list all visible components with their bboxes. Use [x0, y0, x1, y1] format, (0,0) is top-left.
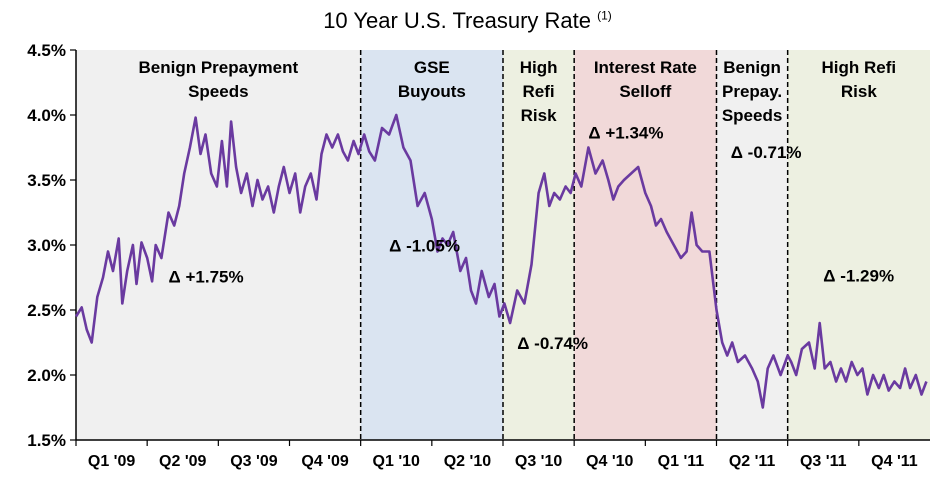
y-tick-label: 4.5%	[27, 41, 66, 60]
region-band-1	[360, 50, 503, 440]
x-tick-label: Q2 '10	[444, 453, 491, 470]
region-label-4: Benign	[723, 58, 781, 77]
region-band-0	[76, 50, 361, 440]
region-label-2: Risk	[521, 106, 557, 125]
x-tick-label: Q4 '10	[586, 453, 633, 470]
region-label-4: Speeds	[722, 106, 782, 125]
delta-label-5: Δ -1.29%	[823, 266, 894, 285]
region-label-0: Speeds	[188, 82, 248, 101]
region-label-2: High	[520, 58, 558, 77]
regime-regions	[76, 50, 930, 440]
region-label-5: Risk	[841, 82, 877, 101]
y-tick-label: 1.5%	[27, 431, 66, 450]
region-label-3: Interest Rate	[594, 58, 697, 77]
delta-label-3: Δ +1.34%	[588, 123, 663, 142]
region-label-5: High Refi	[822, 58, 897, 77]
x-tick-label: Q3 '11	[800, 453, 847, 470]
y-tick-label: 4.0%	[27, 106, 66, 125]
region-label-3: Selloff	[619, 82, 671, 101]
x-tick-label: Q1 '11	[658, 453, 705, 470]
chart-title-note: (1)	[597, 8, 612, 23]
region-band-2	[503, 50, 575, 440]
x-tick-label: Q3 '10	[515, 453, 562, 470]
region-label-1: GSE	[414, 58, 450, 77]
chart-title-text: 10 Year U.S. Treasury Rate	[323, 8, 592, 33]
delta-label-1: Δ -1.05%	[389, 237, 460, 256]
y-tick-label: 2.5%	[27, 301, 66, 320]
x-tick-label: Q4 '09	[301, 453, 348, 470]
x-tick-label: Q1 '10	[373, 453, 420, 470]
x-tick-label: Q4 '11	[871, 453, 918, 470]
x-tick-label: Q2 '11	[729, 453, 776, 470]
region-label-4: Prepay.	[722, 82, 782, 101]
x-tick-label: Q2 '09	[159, 453, 206, 470]
region-label-1: Buyouts	[398, 82, 466, 101]
y-tick-label: 2.0%	[27, 366, 66, 385]
chart-axes: 1.5% 2.0% 2.5% 3.0% 3.5% 4.0% 4.5% Q1 '09 Q2 '09…	[27, 41, 930, 470]
y-tick-label: 3.5%	[27, 171, 66, 190]
region-band-4	[716, 50, 788, 440]
rate-series	[74, 113, 928, 409]
region-label-0: Benign Prepayment	[139, 58, 299, 77]
delta-label-0: Δ +1.75%	[169, 268, 244, 287]
region-label-2: Refi	[523, 82, 555, 101]
series-line-0	[74, 113, 928, 409]
regime-labels: Benign Prepayment Speeds Δ +1.75% GSE Buyout…	[139, 58, 897, 353]
chart-title: 10 Year U.S. Treasury Rate (1)	[0, 8, 935, 34]
y-tick-label: 3.0%	[27, 236, 66, 255]
delta-label-2: Δ -0.74%	[517, 334, 588, 353]
x-tick-label: Q1 '09	[88, 453, 135, 470]
region-band-3	[574, 50, 717, 440]
x-tick-label: Q3 '09	[230, 453, 277, 470]
delta-label-4: Δ -0.71%	[731, 143, 802, 162]
regime-dividers	[359, 50, 789, 440]
